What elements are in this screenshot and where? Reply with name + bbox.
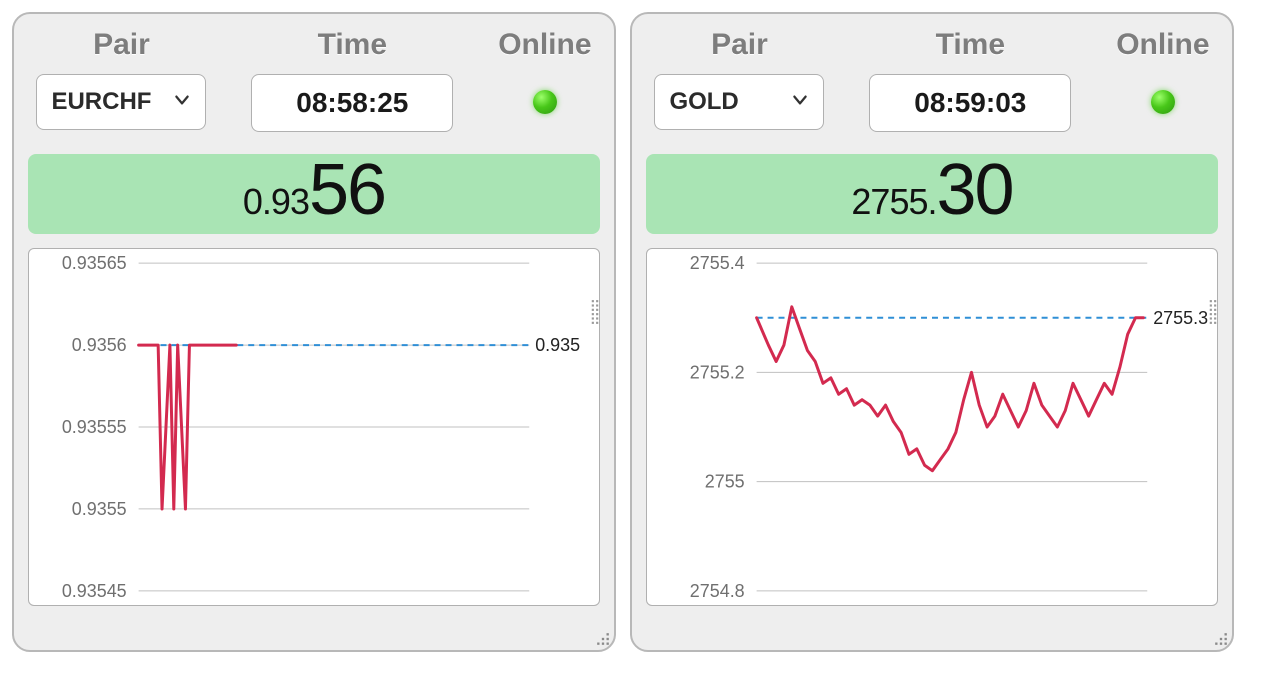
svg-text:0.9356: 0.9356 <box>72 335 127 355</box>
pair-select-value: GOLD <box>669 88 738 116</box>
svg-text:0.9355: 0.9355 <box>72 499 127 519</box>
online-label: Online <box>498 28 591 62</box>
svg-text:2755: 2755 <box>705 472 745 492</box>
panel-header: Pair GOLD Time 08:59:03 Online <box>632 14 1232 132</box>
price-pips: 30 <box>937 154 1013 226</box>
svg-text:2755.4: 2755.4 <box>690 253 745 273</box>
online-status-icon <box>533 90 557 114</box>
chevron-down-icon <box>173 88 191 116</box>
price-chart[interactable]: 0.93545 0.9355 0.93555 0.9356 0.93565 0.935 <box>28 248 600 606</box>
drag-handle-icon[interactable] <box>1208 299 1218 325</box>
time-display: 08:59:03 <box>869 74 1071 132</box>
online-status-icon <box>1151 90 1175 114</box>
resize-grip-icon[interactable] <box>596 632 610 646</box>
pair-select-value: EURCHF <box>51 88 151 116</box>
quote-panel: PairEURCHFTime08:58:25Online0.93560.9354… <box>12 12 616 652</box>
svg-text:2755.2: 2755.2 <box>690 362 745 382</box>
pair-label: Pair <box>93 28 150 62</box>
online-label: Online <box>1116 28 1209 62</box>
svg-text:0.935: 0.935 <box>535 335 580 355</box>
svg-text:0.93555: 0.93555 <box>62 417 127 437</box>
resize-grip-icon[interactable] <box>1214 632 1228 646</box>
price-display: 2755.30 <box>646 154 1218 234</box>
pair-label: Pair <box>711 28 768 62</box>
time-label: Time <box>318 28 387 62</box>
drag-handle-icon[interactable] <box>590 299 600 325</box>
price-display: 0.9356 <box>28 154 600 234</box>
quote-panel: PairGOLDTime08:59:03Online2755.302754.82… <box>630 12 1234 652</box>
price-prefix: 0.93 <box>243 181 309 223</box>
time-label: Time <box>936 28 1005 62</box>
pair-select[interactable]: EURCHF <box>36 74 206 130</box>
svg-text:0.93545: 0.93545 <box>62 581 127 601</box>
panel-header: Pair EURCHF Time 08:58:25 Online <box>14 14 614 132</box>
svg-text:0.93565: 0.93565 <box>62 253 127 273</box>
time-display: 08:58:25 <box>251 74 453 132</box>
price-chart[interactable]: 2754.8 2755 2755.2 2755.4 2755.3 <box>646 248 1218 606</box>
pair-select[interactable]: GOLD <box>654 74 824 130</box>
svg-text:2755.3: 2755.3 <box>1153 308 1208 328</box>
chevron-down-icon <box>791 88 809 116</box>
price-pips: 56 <box>309 154 385 226</box>
svg-text:2754.8: 2754.8 <box>690 581 745 601</box>
price-prefix: 2755. <box>851 181 936 223</box>
